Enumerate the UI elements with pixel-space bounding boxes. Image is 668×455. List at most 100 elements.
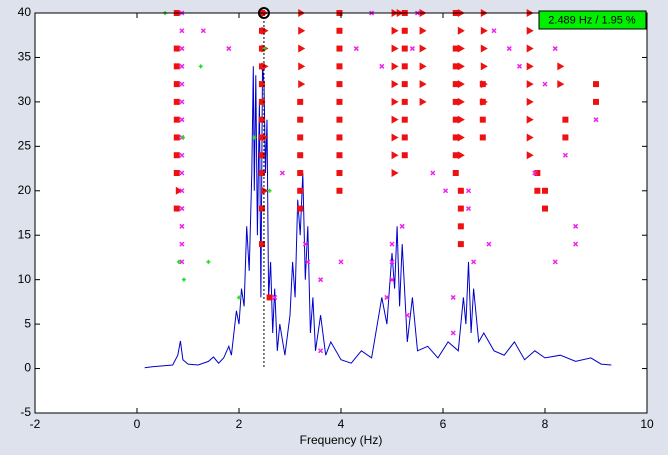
unstable-pole	[179, 241, 185, 247]
stable-freq-pole	[457, 133, 465, 142]
cursor-label-box	[538, 10, 647, 30]
unstable-pole	[465, 206, 472, 212]
stable-pole	[336, 134, 343, 141]
unstable-pole	[305, 259, 311, 265]
unstable-pole	[516, 63, 523, 69]
stable-freq-pole	[480, 44, 488, 53]
stable-pole	[336, 81, 343, 88]
stable-pole	[258, 81, 265, 88]
stable-pole	[401, 27, 408, 34]
stable-freq-pole	[391, 97, 399, 106]
unstable-pole	[430, 170, 436, 176]
stable-pole	[452, 170, 459, 176]
stable-freq-pole	[457, 62, 465, 71]
stable-pole	[336, 116, 343, 123]
new-pole	[176, 259, 181, 264]
stable-pole	[173, 205, 180, 212]
y-tick-label: -5	[20, 405, 31, 419]
stable-freq-pole	[480, 26, 488, 35]
stable-freq-pole	[419, 62, 427, 71]
stable-freq-pole	[391, 169, 399, 177]
stable-freq-pole	[419, 97, 427, 106]
stable-freq-pole	[391, 44, 399, 53]
unstable-pole	[573, 223, 579, 229]
x-tick-label: -2	[30, 417, 41, 431]
stable-freq-pole	[419, 44, 427, 53]
unstable-pole	[542, 81, 548, 87]
unstable-pole	[491, 28, 497, 34]
unstable-pole	[399, 223, 405, 229]
stable-pole	[173, 98, 180, 105]
stable-freq-pole	[391, 133, 399, 142]
x-tick-label: 6	[440, 417, 447, 431]
stable-pole	[258, 116, 265, 123]
stable-pole	[401, 81, 408, 88]
unstable-pole	[471, 259, 477, 265]
unstable-pole	[279, 170, 285, 176]
stable-pole	[452, 116, 459, 123]
unstable-pole	[302, 241, 308, 247]
unstable-pole	[179, 117, 185, 123]
stable-pole	[452, 152, 459, 159]
stable-pole	[258, 205, 265, 212]
x-tick-label: 0	[134, 417, 141, 431]
unstable-pole	[226, 46, 232, 52]
stable-freq-pole	[457, 115, 465, 124]
stable-pole	[452, 45, 459, 52]
stable-freq-pole	[457, 26, 465, 35]
stable-pole	[297, 152, 304, 159]
x-tick-label: 10	[640, 417, 654, 431]
y-tick-label: 20	[18, 183, 32, 197]
stable-freq-pole	[526, 151, 534, 160]
unstable-pole	[450, 294, 456, 300]
stable-pole	[401, 134, 408, 141]
unstable-pole	[389, 277, 395, 283]
stable-freq-pole	[261, 133, 269, 142]
unstable-pole	[179, 99, 185, 105]
unstable-pole	[318, 348, 324, 354]
stable-pole	[562, 116, 569, 123]
unstable-pole	[389, 259, 395, 265]
new-pole	[181, 277, 186, 282]
stable-pole	[593, 81, 599, 88]
stable-freq-pole	[391, 151, 399, 160]
stable-pole	[452, 63, 459, 70]
stable-pole	[401, 63, 408, 70]
stable-pole	[534, 170, 541, 176]
stable-pole	[479, 134, 486, 141]
stable-pole	[266, 294, 273, 301]
unstable-pole	[450, 330, 456, 336]
x-tick-label: 4	[338, 417, 345, 431]
new-pole	[252, 135, 257, 140]
stable-pole	[258, 98, 265, 105]
stable-pole	[336, 187, 343, 194]
y-tick-label: 5	[24, 316, 31, 330]
new-pole	[180, 135, 185, 140]
unstable-pole	[272, 294, 278, 300]
unstable-pole	[179, 81, 185, 87]
stable-freq-pole	[175, 186, 183, 195]
stable-pole	[297, 116, 304, 123]
stable-pole	[457, 223, 464, 230]
x-axis-label: Frequency (Hz)	[300, 433, 383, 447]
unstable-pole	[179, 63, 185, 69]
stable-pole	[542, 205, 548, 212]
stable-pole	[173, 45, 180, 52]
y-tick-label: 0	[24, 361, 31, 375]
unstable-pole	[179, 28, 185, 34]
stable-freq-pole	[391, 26, 399, 35]
stable-freq-pole	[261, 26, 269, 35]
stable-pole	[401, 116, 408, 123]
stable-freq-pole	[298, 80, 306, 89]
y-tick-label: 25	[18, 139, 32, 153]
stable-pole	[479, 116, 486, 123]
stable-freq-pole	[391, 115, 399, 124]
stable-freq-pole	[526, 80, 534, 89]
stable-pole	[593, 98, 599, 105]
stable-freq-pole	[298, 26, 306, 35]
new-pole	[262, 46, 267, 51]
stable-pole	[457, 205, 464, 212]
x-tick-label: 2	[236, 417, 243, 431]
cursor-label: 2.489 Hz / 1.95 %	[548, 14, 636, 26]
